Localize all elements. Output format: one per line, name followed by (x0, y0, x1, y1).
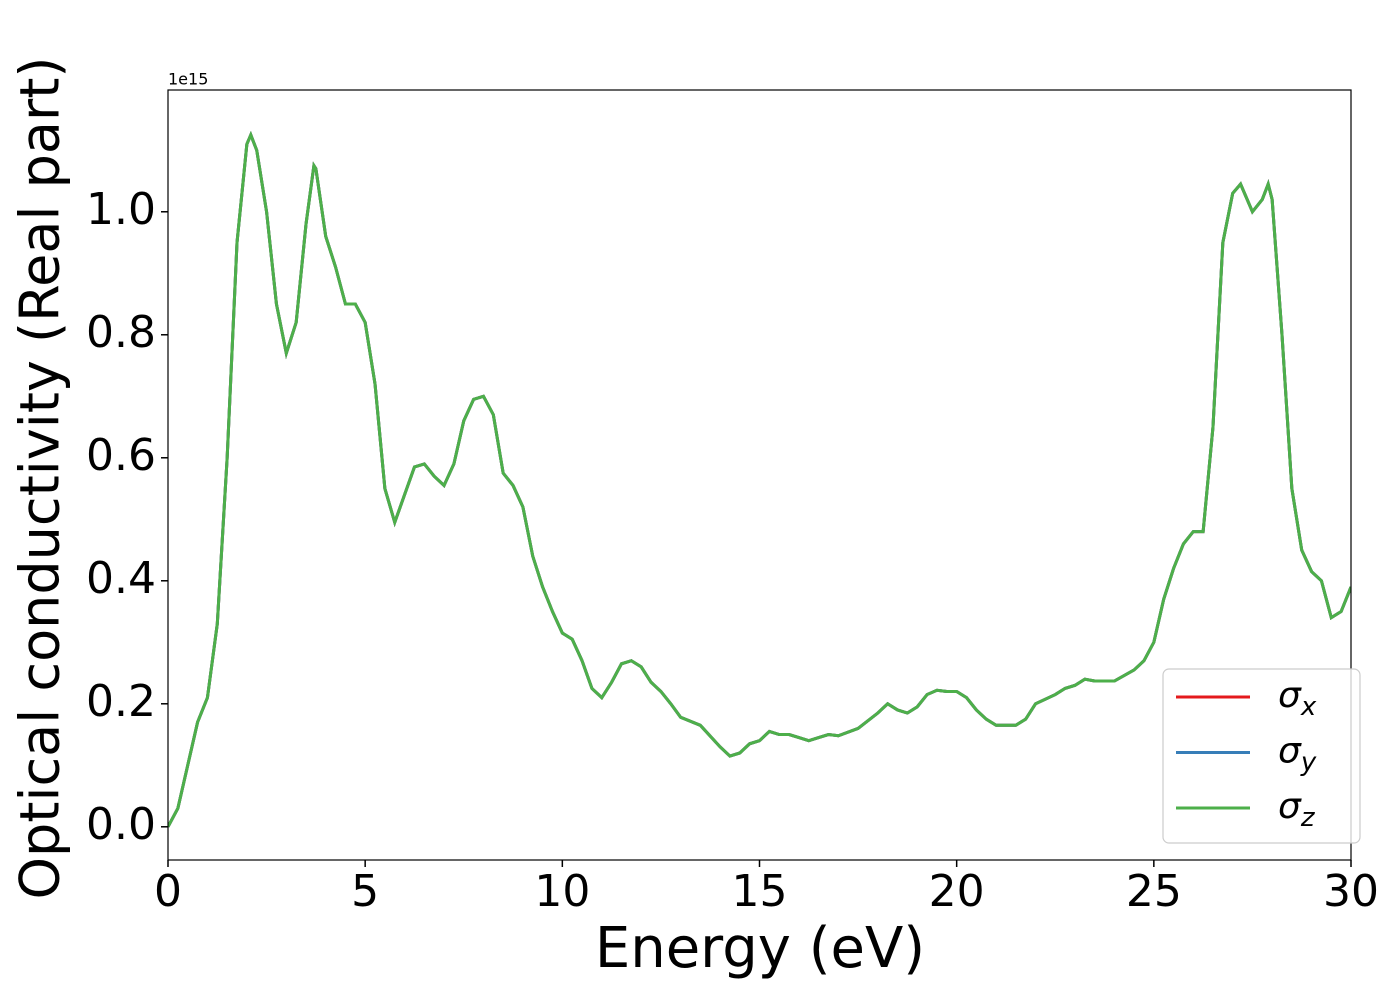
x-tick-label: 10 (534, 866, 590, 917)
y-tick-label: 0.8 (86, 307, 156, 358)
series-line (168, 130, 1351, 828)
x-tick-label: 20 (929, 866, 985, 917)
y-tick-label: 0.4 (86, 553, 156, 604)
x-tick-label: 25 (1126, 866, 1182, 917)
y-tick-label: 1.0 (86, 184, 156, 235)
y-axis-label: Optical conductivity (Real part) (9, 57, 72, 900)
x-tick-label: 30 (1323, 866, 1379, 917)
legend-label: σy (1278, 731, 1317, 778)
x-tick-label: 15 (732, 866, 788, 917)
x-axis-label: Energy (eV) (595, 916, 925, 981)
legend-label: σz (1278, 786, 1316, 833)
legend-box (1162, 668, 1361, 844)
x-tick-label: 0 (154, 866, 182, 917)
y-offset-label: 1e15 (168, 70, 208, 89)
y-tick-label: 0.2 (86, 676, 156, 727)
y-tick-label: 0.0 (86, 799, 156, 850)
x-tick-label: 5 (351, 866, 379, 917)
legend-label: σx (1278, 675, 1317, 722)
y-tick-label: 0.6 (86, 430, 156, 481)
plot-frame (167, 89, 1352, 861)
